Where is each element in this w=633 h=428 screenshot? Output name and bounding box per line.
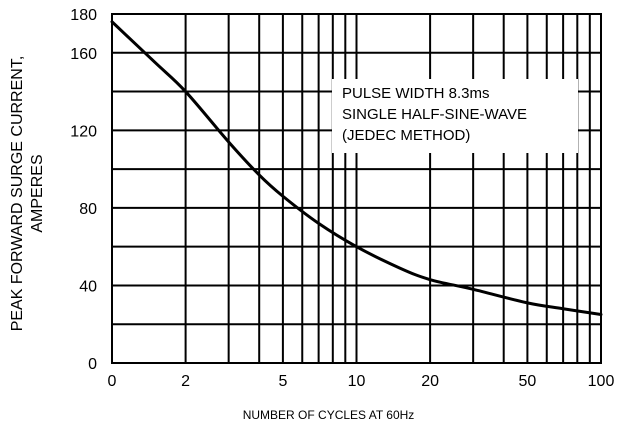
surge-current-curve	[110, 20, 603, 317]
chart-grid	[111, 13, 602, 364]
x-tick-label: 20	[421, 373, 439, 390]
x-tick-label: 0	[108, 373, 117, 390]
y-tick-label: 40	[79, 278, 97, 295]
y-tick-labels: 0 40 80 120 160 180	[70, 7, 97, 373]
y-tick-label: 160	[70, 46, 97, 63]
annotation-line-2: SINGLE HALF-SINE-WAVE	[342, 106, 527, 123]
plot-frame	[111, 13, 602, 364]
x-tick-label: 2	[181, 373, 190, 390]
y-tick-label: 180	[70, 7, 97, 24]
annotation-background	[332, 79, 578, 153]
x-tick-label: 50	[518, 373, 536, 390]
y-tick-label: 80	[79, 201, 97, 218]
annotation-line-3: (JEDEC METHOD)	[342, 127, 470, 144]
x-tick-labels: 0 2 5 10 20 50 100	[108, 373, 615, 390]
x-tick-label: 100	[588, 373, 615, 390]
x-tick-label: 5	[278, 373, 287, 390]
annotation-line-1: PULSE WIDTH 8.3ms	[342, 85, 490, 102]
y-tick-label: 0	[88, 356, 97, 373]
y-tick-label: 120	[70, 123, 97, 140]
x-tick-label: 10	[348, 373, 366, 390]
y-axis-title-line-2: AMPERES	[29, 154, 46, 232]
y-axis-title-line-1: PEAK FORWARD SURGE CURRENT,	[9, 56, 26, 332]
annotation-box: PULSE WIDTH 8.3ms SINGLE HALF-SINE-WAVE …	[342, 85, 527, 144]
x-axis-title: NUMBER OF CYCLES AT 60Hz	[243, 408, 415, 422]
